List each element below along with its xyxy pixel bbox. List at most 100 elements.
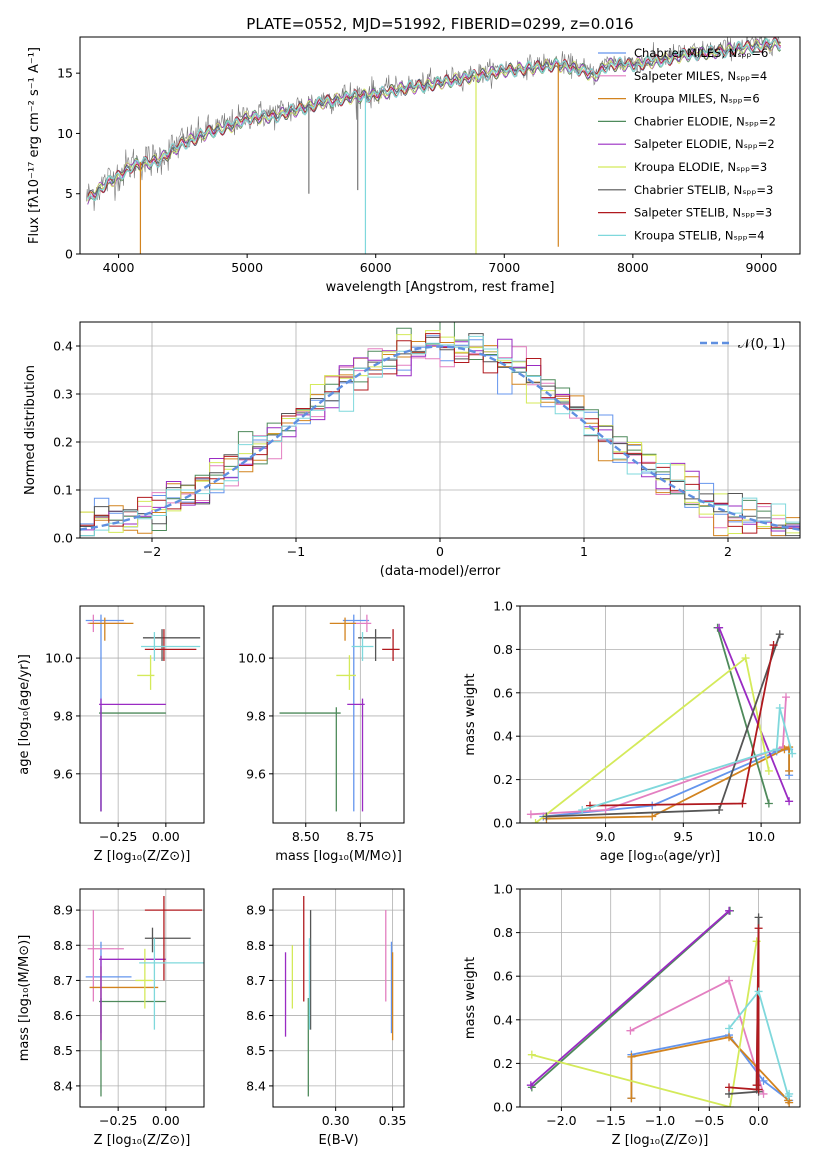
y-tick-label: 0.0 [493, 1100, 513, 1115]
x-tick-label: −2.0 [546, 1113, 576, 1128]
x-tick-label: −1 [287, 544, 305, 559]
spectrum-panel: 4000 5000 6000 7000 8000 9000 0 5 10 15 wavelength… [27, 36, 801, 295]
age-vs-metallicity-panel: −0.25 0.00 9.6 9.8 10.0 Z [log₁₀(Z/Z⊙)] age [l… [17, 605, 205, 864]
histogram-salpeter_stelib [80, 333, 800, 534]
y-tick-label: 0.8 [493, 925, 513, 940]
x-axis-label: Z [log₁₀(Z/Z⊙)] [94, 849, 191, 864]
x-tick-label: 5000 [231, 260, 263, 275]
x-tick-label: 0.35 [379, 1113, 407, 1128]
weight-line-kroupa_miles [630, 1036, 791, 1103]
residual-legend: 𝒩(0, 1) [700, 337, 785, 352]
y-tick-label: 8.7 [53, 973, 73, 988]
y-tick-label: 8.8 [53, 938, 73, 953]
plot-area [284, 896, 394, 1097]
weight-marker-salpeter_elodie [725, 906, 734, 915]
y-tick-label: 1.0 [493, 599, 513, 614]
weight-marker-chabrier_elodie [764, 799, 773, 808]
y-axis-label: Flux [fλ10⁻¹⁷ erg cm⁻² s⁻¹ A⁻¹] [27, 47, 42, 244]
legend-label: Kroupa STELIB, Nₛₚₚ=4 [634, 228, 765, 242]
axes-frame-rect [519, 605, 801, 824]
y-axis-label: Normed distribution [23, 365, 38, 495]
x-tick-label: 0.0 [749, 1113, 769, 1128]
weight-marker-kroupa_miles [725, 1033, 734, 1042]
y-tick-label: 9.8 [246, 708, 266, 723]
y-tick-label: 9.6 [53, 766, 73, 781]
y-axis-label: mass [log₁₀(M/M⊙)] [17, 935, 32, 1062]
legend-label: Chabrier ELODIE, Nₛₚₚ=2 [634, 114, 776, 128]
x-tick-label: 1 [580, 544, 588, 559]
x-tick-label: 9.5 [673, 829, 693, 844]
weight-marker-salpeter_elodie [526, 1081, 535, 1090]
y-tick-label: 8.9 [246, 903, 266, 918]
weight-line-salpeter_stelib [728, 928, 760, 1091]
axes-frame: 0.30 0.35 8.4 8.5 8.6 8.7 8.8 8.9 E(B-V) [246, 888, 407, 1148]
axes-frame: 9.0 9.5 10.0 0.0 0.2 0.4 0.6 0.8 1.0 age [log₁₀(a… [463, 599, 801, 864]
y-tick-label: 0.2 [493, 772, 513, 787]
weight-marker-salpeter_elodie [785, 797, 794, 806]
weight-marker-chabrier_stelib [715, 805, 724, 814]
weight-marker-kroupa_stelib [775, 703, 784, 712]
axes-frame: 8.50 8.75 9.6 9.8 10.0 mass [log₁₀(M/M⊙)] [238, 605, 405, 864]
weight-marker-kroupa_miles [780, 745, 789, 754]
weight-line-chabrier_elodie [716, 627, 770, 804]
weight-line-salpeter_miles [629, 979, 765, 1095]
weight-marker-kroupa_stelib [772, 745, 781, 754]
y-tick-label: 8.6 [246, 1008, 266, 1023]
model-spectrum-chabrier_stelib [87, 37, 781, 198]
y-tick-label: 0.2 [53, 435, 73, 450]
y-tick-label: 0.3 [53, 387, 73, 402]
x-tick-label: −1.5 [596, 1113, 626, 1128]
axes-frame-rect [79, 888, 205, 1108]
y-tick-label: 10.0 [45, 651, 73, 666]
y-tick-label: 0.0 [493, 816, 513, 831]
x-tick-label: 8.50 [292, 829, 320, 844]
x-axis-label: wavelength [Angstrom, rest frame] [326, 280, 555, 295]
weight-marker-salpeter_miles [725, 976, 734, 985]
spectrum-title: PLATE=0552, MJD=51992, FIBERID=0299, z=0… [246, 15, 633, 33]
y-tick-label: 0.1 [53, 483, 73, 498]
y-tick-label: 8.5 [246, 1043, 266, 1058]
x-tick-label: −2 [143, 544, 161, 559]
x-axis-label: E(B-V) [318, 1133, 358, 1148]
weight-marker-salpeter_stelib [725, 1083, 734, 1092]
y-tick-label: 10.0 [238, 651, 266, 666]
plot-area [279, 614, 400, 812]
weight-marker-kroupa_elodie [764, 766, 773, 775]
weight-line-salpeter_elodie [718, 627, 790, 802]
y-tick-label: 0 [65, 247, 73, 262]
weight-marker-kroupa_miles [785, 766, 794, 775]
weight-marker-chabrier_stelib [775, 630, 784, 639]
legend-label: Chabrier MILES, Nₛₚₚ=6 [634, 46, 768, 60]
x-axis-label: Z [log₁₀(Z/Z⊙)] [94, 1133, 191, 1148]
weight-marker-salpeter_stelib [752, 1081, 761, 1090]
y-tick-label: 0.4 [493, 729, 513, 744]
weight-line-chabrier_elodie [531, 910, 731, 1089]
spectrum-legend: Chabrier MILES, Nₛₚₚ=6 Salpeter MILES, Nₛ… [598, 46, 776, 242]
y-tick-label: 0.8 [493, 642, 513, 657]
y-tick-label: 1.0 [493, 882, 513, 897]
legend-label: Salpeter MILES, Nₛₚₚ=4 [634, 69, 767, 83]
y-tick-label: 8.9 [53, 903, 73, 918]
y-axis-label: age [log₁₀(age/yr)] [17, 654, 32, 775]
weight-marker-salpeter_miles [601, 805, 610, 814]
axes-frame: 4000 5000 6000 7000 8000 9000 0 5 10 15 wavelength… [27, 36, 801, 295]
x-axis-label: mass [log₁₀(M/M⊙)] [275, 849, 402, 864]
weight-marker-kroupa_stelib [754, 987, 763, 996]
weight-marker-kroupa_elodie [531, 819, 540, 823]
x-tick-label: 8000 [617, 260, 649, 275]
mass-vs-extinction-panel: 0.30 0.35 8.4 8.5 8.6 8.7 8.8 8.9 E(B-V) [246, 888, 407, 1148]
legend-label: Kroupa ELODIE, Nₛₚₚ=3 [634, 160, 767, 174]
plot-area [526, 623, 797, 823]
legend-label: Kroupa MILES, Nₛₚₚ=6 [634, 92, 760, 106]
axes-frame: −0.25 0.00 8.4 8.5 8.6 8.7 8.8 8.9 Z [log₁₀(Z/Z⊙… [17, 888, 205, 1148]
x-tick-label: 9.0 [596, 829, 616, 844]
x-tick-label: 0.00 [152, 1113, 180, 1128]
x-tick-label: 9000 [746, 260, 778, 275]
weight-marker-chabrier_miles [759, 1076, 768, 1085]
y-tick-label: 0.6 [493, 969, 513, 984]
y-tick-label: 10 [57, 126, 73, 141]
y-tick-label: 8.5 [53, 1043, 73, 1058]
x-tick-label: −0.5 [694, 1113, 724, 1128]
weight-line-salpeter_elodie [530, 910, 730, 1086]
x-tick-label: 2 [724, 544, 732, 559]
